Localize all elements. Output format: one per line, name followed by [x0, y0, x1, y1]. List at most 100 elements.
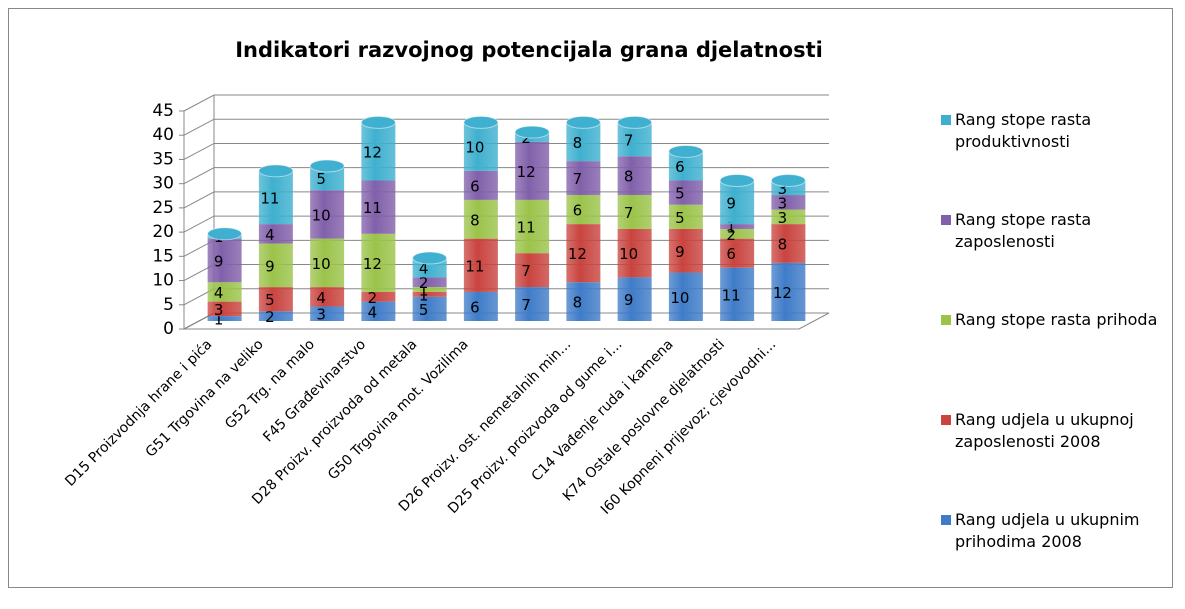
bar-segment — [771, 224, 806, 263]
data-label: 2 — [419, 274, 429, 292]
bar-segment — [515, 199, 550, 254]
data-label: 7 — [624, 131, 634, 149]
bar-segment — [617, 277, 652, 321]
legend-item: Rang stope rasta prihoda — [941, 309, 1171, 409]
data-label: 10 — [312, 255, 331, 273]
data-label: 10 — [670, 289, 689, 307]
y-tick-label: 30 — [152, 174, 174, 194]
legend-item: Rang udjela u ukupnoj zaposlenosti 2008 — [941, 409, 1171, 509]
bar-segment — [258, 243, 293, 288]
bar-segment — [515, 141, 550, 200]
bar-segment — [720, 267, 755, 321]
bar-segment — [463, 170, 498, 200]
bar-segment — [566, 195, 601, 225]
chart: Indikatori razvojnog potencijala grana d… — [62, 38, 830, 518]
data-label: 1 — [726, 219, 736, 237]
data-label: 12 — [773, 284, 792, 302]
data-label: 7 — [573, 170, 583, 188]
data-label: 11 — [260, 189, 279, 207]
legend-label: Rang udjela u ukupnoj zaposlenosti 2008 — [955, 410, 1134, 451]
data-label: 9 — [214, 252, 224, 270]
data-label: 9 — [265, 257, 275, 275]
bar-segment — [310, 190, 345, 239]
bar-segment — [566, 282, 601, 321]
bar-segment — [207, 238, 242, 283]
data-label: 6 — [470, 298, 480, 316]
bar-segment — [412, 296, 447, 321]
legend-item: Rang stope rasta zaposlenosti — [941, 209, 1171, 309]
bar-segment — [720, 224, 755, 229]
bar-cap — [412, 251, 448, 265]
y-tick-label: 25 — [152, 198, 174, 218]
bar-segment — [463, 291, 498, 321]
legend-swatch — [941, 215, 951, 225]
data-label: 3 — [778, 209, 788, 227]
legend-label: Rang udjela u ukupnim prihodima 2008 — [955, 510, 1140, 551]
data-label: 1 — [214, 311, 224, 329]
legend-item: Rang stope rasta produktivnosti — [941, 109, 1171, 209]
data-label: 9 — [675, 243, 685, 261]
data-label: 5 — [675, 185, 685, 203]
bar-segment — [668, 228, 703, 273]
data-label: 4 — [316, 289, 326, 307]
bar-segment — [361, 180, 396, 234]
bar-segment — [258, 224, 293, 244]
data-label: 4 — [368, 303, 378, 321]
data-label: 6 — [726, 245, 736, 263]
data-label: 9 — [624, 291, 634, 309]
data-label: 6 — [573, 202, 583, 220]
bar-segment — [258, 287, 293, 312]
bar-segment — [310, 287, 345, 307]
x-tick-label: G52 Trg. na malo — [222, 337, 318, 433]
data-label: 12 — [363, 143, 382, 161]
data-label: 10 — [619, 245, 638, 263]
data-label: 6 — [470, 177, 480, 195]
legend-swatch — [941, 315, 951, 325]
y-tick-label: 15 — [152, 246, 174, 266]
data-label: 7 — [521, 296, 531, 314]
data-label: 2 — [265, 308, 275, 326]
bar-cap — [360, 115, 396, 129]
data-label: 11 — [363, 199, 382, 217]
bar-segment — [361, 301, 396, 321]
bar-segment — [258, 311, 293, 321]
bar-segment — [668, 180, 703, 205]
bar-segment — [207, 301, 242, 317]
bar-segment — [361, 291, 396, 302]
legend-label: Rang stope rasta prihoda — [955, 310, 1158, 329]
data-label: 8 — [778, 235, 788, 253]
legend-swatch — [941, 415, 951, 425]
bar-segment — [258, 170, 293, 225]
bar-segment — [668, 204, 703, 229]
data-label: 12 — [363, 255, 382, 273]
data-label: 3 — [778, 180, 788, 198]
bar-cap — [565, 115, 601, 129]
bar-segment — [207, 282, 242, 302]
bar-segment — [566, 161, 601, 196]
data-label: 11 — [517, 219, 536, 237]
bar-segment — [617, 228, 652, 278]
data-label: 5 — [419, 301, 429, 319]
data-label: 10 — [312, 206, 331, 224]
bar-segment — [617, 195, 652, 229]
data-label: 8 — [624, 168, 634, 186]
grid-line — [183, 94, 829, 112]
y-tick-label: 10 — [152, 271, 174, 291]
bar-cap — [258, 164, 294, 178]
chart-title: Indikatori razvojnog potencijala grana d… — [235, 38, 823, 62]
data-label: 3 — [316, 306, 326, 324]
data-label: 6 — [675, 158, 685, 176]
page: {"chart_data": {"type": "bar", "stacked"… — [8, 8, 1173, 588]
y-tick-label: 35 — [152, 149, 174, 169]
y-tick-label: 5 — [163, 295, 174, 315]
bar-cap — [719, 174, 755, 188]
data-label: 12 — [517, 163, 536, 181]
bar-segment — [361, 233, 396, 292]
bar-segment — [310, 306, 345, 321]
data-label: 3 — [214, 301, 224, 319]
bar-cap — [514, 125, 550, 139]
bar-cap — [770, 174, 806, 188]
data-label: 1 — [419, 286, 429, 304]
y-tick-label: 20 — [152, 222, 174, 242]
bar-segment — [668, 272, 703, 321]
